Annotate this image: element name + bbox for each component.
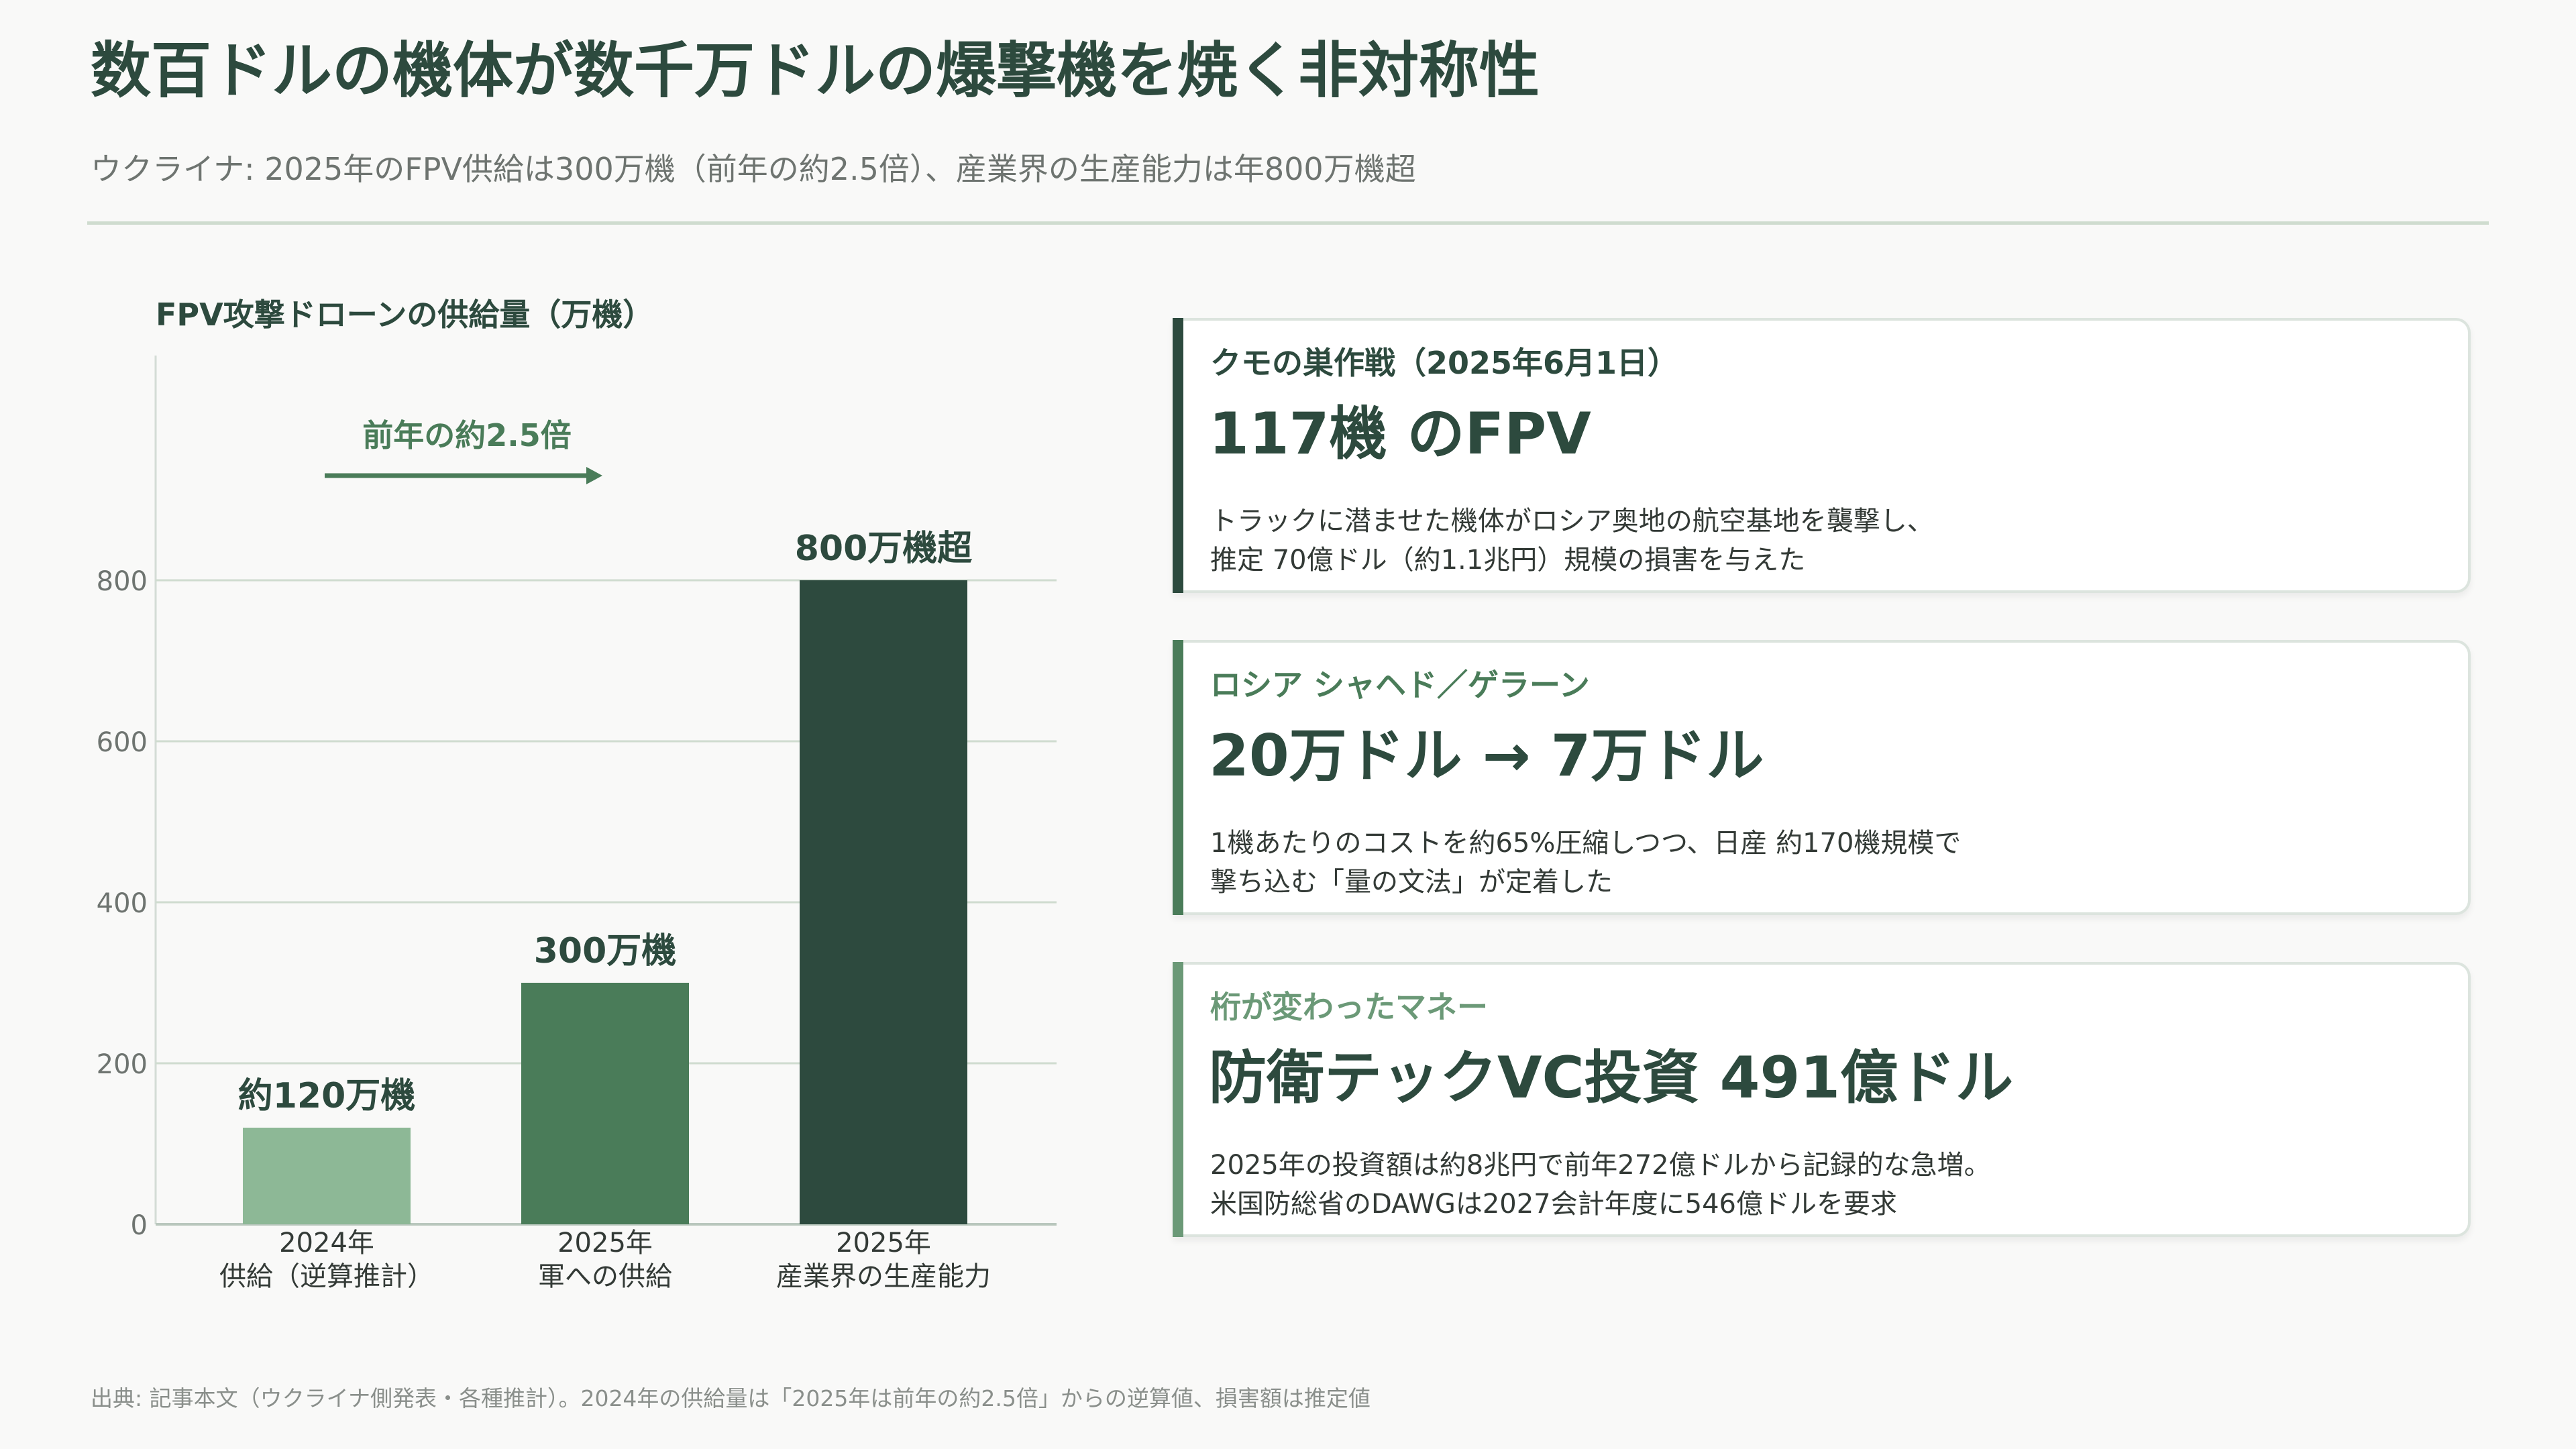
- bar: [243, 1128, 411, 1224]
- card-shahed-geran: ロシア シャヘド／ゲラーン 20万ドル → 7万ドル 1機あたりのコストを約65…: [1173, 640, 2471, 915]
- card-headline: 防衛テックVC投資 491億ドル: [1209, 1044, 2014, 1112]
- annotation-label: 前年の約2.5倍: [362, 417, 572, 453]
- chart-title: FPV攻撃ドローンの供給量（万機）: [156, 297, 653, 333]
- x-tick-label: 供給（逆算推計）: [219, 1261, 434, 1292]
- card-description-line: 2025年の投資額は約8兆円で前年272億ドルから記録的な急増。: [1210, 1150, 1991, 1181]
- chart-labels: 約120万機2024年供給（逆算推計）300万機2025年軍への供給800万機超…: [219, 529, 991, 1292]
- bar-value-label: 約120万機: [238, 1076, 416, 1116]
- y-tick-label: 400: [97, 888, 148, 919]
- card-description: トラックに潜ませた機体がロシア奥地の航空基地を襲撃し、 推定 70億ドル（約1.…: [1210, 502, 1934, 580]
- x-tick-label: 2025年: [557, 1228, 653, 1258]
- chart-bars: [243, 580, 967, 1224]
- bar-value-label: 800万機超: [795, 529, 973, 569]
- card-kicker: ロシア シャヘド／ゲラーン: [1210, 667, 1590, 703]
- card-kicker: 桁が変わったマネー: [1210, 989, 1488, 1025]
- bar: [521, 983, 689, 1224]
- x-tick-label: 2025年: [836, 1228, 931, 1258]
- card-description: 1機あたりのコストを約65%圧縮しつつ、日産 約170機規模で 撃ち込む「量の文…: [1210, 824, 1961, 902]
- supply-bar-chart: FPV攻撃ドローンの供給量（万機） 0 200 400 600 800 約120万機 20…: [97, 297, 1057, 1292]
- x-tick-label: 軍への供給: [538, 1261, 672, 1292]
- card-accent-bar: [1173, 318, 1183, 593]
- card-description-line: 撃ち込む「量の文法」が定着した: [1210, 867, 1613, 898]
- y-tick-label: 200: [97, 1049, 148, 1080]
- card-description: 2025年の投資額は約8兆円で前年272億ドルから記録的な急増。 米国防総省のD…: [1210, 1146, 1991, 1224]
- card-spiderweb-operation: クモの巣作戦（2025年6月1日） 117機 のFPV トラックに潜ませた機体が…: [1173, 318, 2471, 593]
- bar: [800, 580, 967, 1224]
- source-footnote: 出典: 記事本文（ウクライナ側発表・各種推計）。2024年の供給量は「2025年…: [91, 1385, 1371, 1411]
- card-accent-bar: [1173, 640, 1183, 915]
- card-description-line: 米国防総省のDAWGは2027会計年度に546億ドルを要求: [1210, 1189, 1897, 1220]
- card-description-line: トラックに潜ませた機体がロシア奥地の航空基地を襲撃し、: [1210, 506, 1934, 537]
- x-tick-label: 産業界の生産能力: [776, 1261, 991, 1292]
- card-headline: 117機 のFPV: [1209, 400, 1591, 468]
- bar-value-label: 300万機: [534, 931, 677, 971]
- y-tick-label: 800: [97, 566, 148, 597]
- y-tick-label: 0: [131, 1210, 148, 1241]
- card-accent-bar: [1173, 962, 1183, 1237]
- x-tick-label: 2024年: [279, 1228, 374, 1258]
- card-description-line: 推定 70億ドル（約1.1兆円）規模の損害を与えた: [1210, 545, 1806, 576]
- card-kicker: クモの巣作戦（2025年6月1日）: [1210, 345, 1679, 381]
- card-defense-vc: 桁が変わったマネー 防衛テックVC投資 491億ドル 2025年の投資額は約8兆…: [1173, 962, 2471, 1237]
- annotation-arrow-head: [586, 467, 602, 484]
- growth-annotation: 前年の約2.5倍: [325, 417, 602, 484]
- card-description-line: 1機あたりのコストを約65%圧縮しつつ、日産 約170機規模で: [1210, 828, 1962, 859]
- page-subtitle: ウクライナ: 2025年のFPV供給は300万機（前年の約2.5倍）、産業界の生…: [91, 151, 1416, 187]
- header-divider: [87, 221, 2489, 225]
- page-title: 数百ドルの機体が数千万ドルの爆撃機を焼く非対称性: [91, 36, 1540, 106]
- card-headline: 20万ドル → 7万ドル: [1209, 722, 1764, 790]
- y-tick-label: 600: [97, 727, 148, 758]
